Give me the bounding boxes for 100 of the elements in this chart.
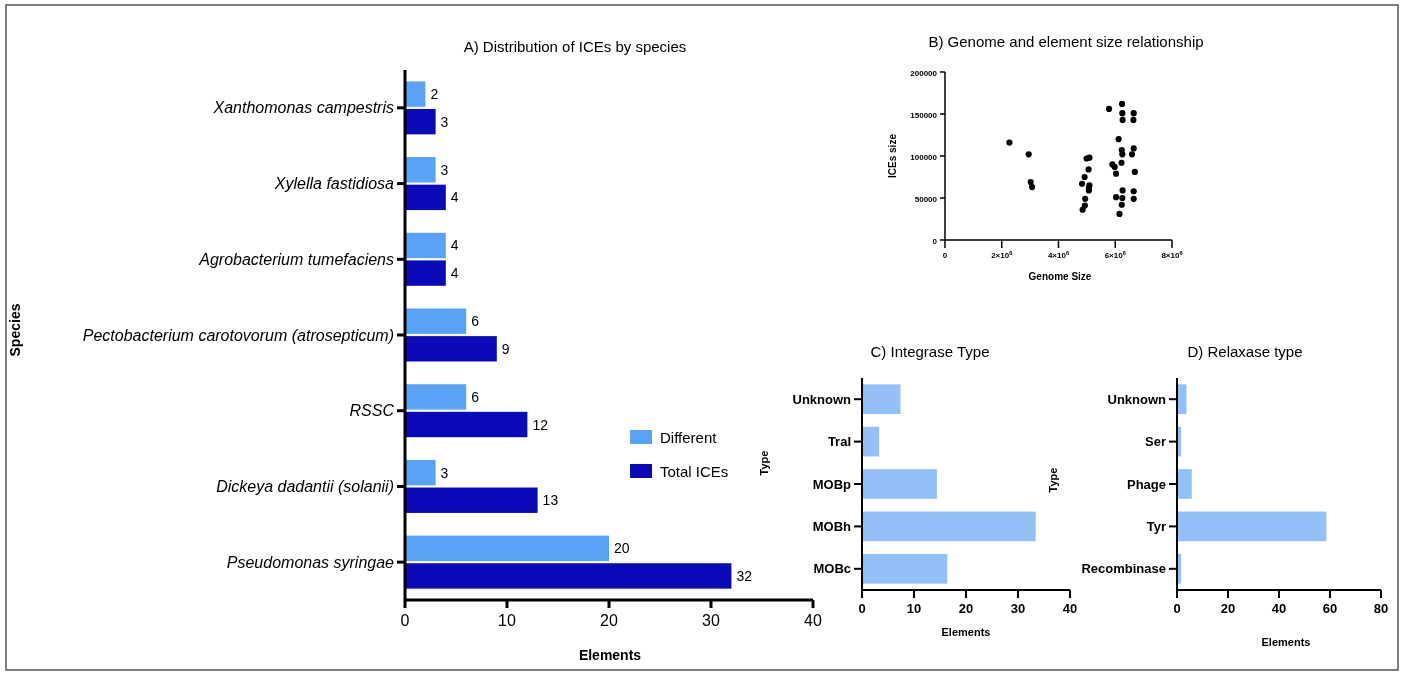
bar	[405, 411, 528, 438]
chart-title: A) Distribution of ICEs by species	[463, 38, 687, 55]
x-tick-label: 0	[1173, 601, 1181, 616]
x-tick-label: 0	[942, 251, 948, 260]
x-tick-label: 20	[958, 601, 974, 616]
x-tick-label: 8×10$^{6}$	[1161, 250, 1183, 260]
y-tick-label: 0	[932, 236, 938, 246]
point	[1118, 159, 1125, 166]
y-tick-label: Pectobacterium carotovorum (atrosepticum)	[82, 326, 394, 344]
bar	[405, 535, 609, 562]
point	[1115, 136, 1122, 143]
point	[1029, 184, 1036, 191]
x-tick-label: 0	[858, 601, 866, 616]
data-label: 6	[471, 313, 480, 330]
y-axis-title: Type	[1047, 467, 1059, 493]
y-tick-label: MOBp	[812, 476, 852, 492]
data-label: 4	[450, 265, 459, 282]
y-tick-label: 200000	[910, 68, 938, 78]
x-axis-title: Genome Size	[1028, 271, 1092, 282]
legend-label: Different	[660, 429, 718, 446]
y-tick-label: Unknown	[1107, 391, 1167, 407]
y-tick-label: MOBc	[813, 561, 851, 577]
bar	[405, 487, 538, 513]
bar	[862, 426, 880, 457]
bar	[862, 553, 948, 584]
x-tick-label: 40	[1271, 601, 1287, 616]
y-tick-label: 100000	[910, 152, 938, 162]
x-tick-label: 6×10$^{6}$	[1104, 250, 1126, 260]
bar	[405, 184, 446, 211]
bar	[405, 157, 436, 183]
data-label: 20	[614, 540, 630, 557]
y-tick-label: Xylella fastidiosa	[273, 175, 395, 193]
y-tick-label: RSSC	[349, 402, 395, 420]
point	[1105, 105, 1113, 113]
bar	[405, 563, 732, 589]
point	[1119, 194, 1126, 202]
data-label: 2	[430, 86, 439, 103]
chart-title: B) Genome and element size relationship	[928, 33, 1204, 50]
point	[1119, 110, 1126, 117]
x-tick-label: 2×10$^{6}$	[991, 250, 1013, 260]
point	[1085, 166, 1092, 173]
bar	[405, 384, 467, 410]
x-tick-label: 4×10$^{6}$	[1047, 250, 1070, 260]
x-tick-label: 10	[498, 612, 516, 629]
y-tick-label: MOBh	[812, 518, 852, 534]
point	[1081, 202, 1088, 209]
point	[1118, 201, 1125, 208]
point	[1130, 195, 1137, 202]
point	[1113, 194, 1120, 201]
point	[1082, 195, 1089, 202]
y-tick-label: TraI	[827, 434, 851, 450]
bar	[405, 81, 426, 107]
x-tick-label: 0	[400, 612, 410, 629]
point	[1081, 173, 1088, 181]
point	[1130, 145, 1137, 152]
y-tick-label: 50000	[914, 194, 938, 204]
y-axis-title: ICEs size	[887, 133, 898, 178]
x-axis-title: Elements	[941, 626, 991, 638]
bar	[405, 336, 497, 362]
bar	[405, 232, 446, 259]
x-axis-title: Elements	[578, 647, 642, 663]
y-tick-label: Phage	[1126, 476, 1166, 492]
bar	[405, 108, 436, 135]
y-tick-label: Dickeya dadantii (solanii)	[216, 478, 394, 496]
y-tick-label: Agrobacterium tumefaciens	[198, 250, 394, 268]
data-label: 3	[440, 161, 449, 178]
x-tick-label: 30	[702, 612, 720, 629]
data-label: 12	[532, 416, 549, 433]
point	[1130, 188, 1137, 195]
y-tick-label: Ser	[1145, 434, 1166, 450]
x-tick-label: 60	[1322, 601, 1338, 616]
x-tick-label: 20	[600, 612, 618, 629]
chart-title: D) Relaxase type	[1187, 343, 1303, 360]
data-label: 32	[736, 567, 753, 584]
bar	[862, 469, 937, 499]
y-axis-title: Type	[758, 450, 770, 476]
y-tick-label: Tyr	[1146, 518, 1166, 534]
data-label: 4	[450, 189, 459, 206]
data-label: 13	[542, 492, 559, 509]
data-label: 6	[471, 388, 480, 405]
y-tick-label: Pseudomonas syringae	[226, 553, 395, 571]
bar	[1177, 511, 1327, 542]
x-axis-title: Elements	[1261, 636, 1311, 648]
bar	[862, 384, 901, 415]
point	[1130, 116, 1137, 123]
point	[1025, 151, 1032, 158]
y-axis-title: Species	[7, 303, 23, 357]
point	[1006, 139, 1013, 146]
y-tick-label: Xanthomonas campestris	[212, 99, 394, 117]
bar	[1177, 469, 1192, 499]
y-tick-label: Recombinase	[1081, 561, 1166, 577]
x-tick-label: 30	[1010, 601, 1026, 616]
y-tick-label: 150000	[910, 110, 938, 120]
point	[1118, 100, 1126, 107]
x-tick-label: 20	[1220, 601, 1236, 616]
point	[1119, 187, 1126, 194]
x-tick-label: 80	[1373, 601, 1389, 616]
point	[1119, 116, 1126, 123]
x-tick-label: 10	[906, 601, 922, 616]
point	[1130, 110, 1137, 117]
